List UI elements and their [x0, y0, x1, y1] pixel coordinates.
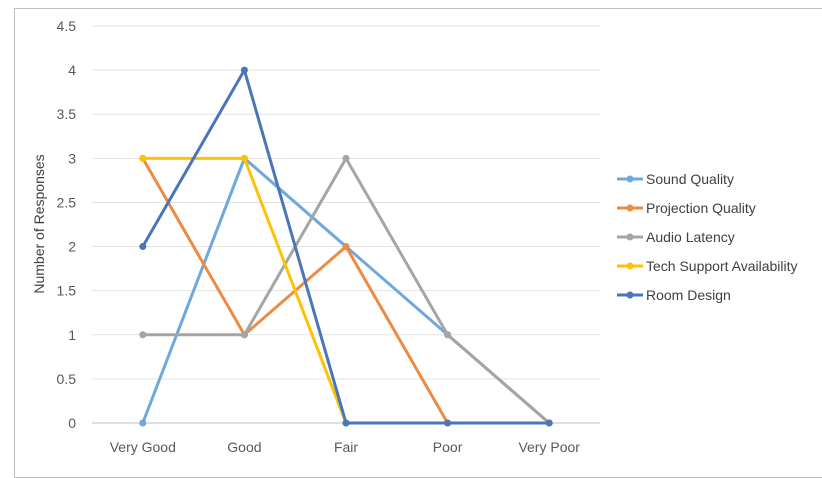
legend-label: Audio Latency [646, 229, 735, 245]
y-axis-ticks: 0 0.5 1 1.5 2 2.5 3 3.5 4 4.5 [57, 18, 77, 431]
data-point [240, 154, 248, 162]
data-point [444, 331, 452, 339]
legend-label: Projection Quality [646, 200, 756, 216]
data-point [139, 331, 147, 339]
legend-item: Projection Quality [617, 200, 756, 216]
legend-label: Tech Support Availability [646, 258, 798, 274]
data-point [342, 154, 350, 162]
x-tick-label: Poor [433, 439, 463, 455]
chart-frame [14, 8, 822, 478]
data-point [139, 419, 147, 427]
series-4 [139, 66, 553, 427]
x-tick-label: Very Poor [518, 439, 580, 455]
data-point [139, 154, 147, 162]
y-tick-label: 1 [68, 327, 76, 343]
legend-item: Audio Latency [617, 229, 735, 245]
legend-label: Room Design [646, 287, 731, 303]
y-tick-label: 3 [68, 150, 76, 166]
legend-label: Sound Quality [646, 171, 734, 187]
legend-marker [626, 204, 634, 212]
legend-marker [626, 175, 634, 183]
legend-marker [626, 262, 634, 270]
legend-marker [626, 291, 634, 299]
gridlines [92, 25, 600, 424]
data-point [240, 331, 248, 339]
x-tick-label: Fair [334, 439, 358, 455]
y-tick-label: 2.5 [57, 194, 77, 210]
data-point [342, 243, 350, 251]
data-point [545, 419, 553, 427]
x-tick-label: Very Good [110, 439, 176, 455]
y-axis-label: Number of Responses [31, 154, 47, 293]
legend-marker [626, 233, 634, 241]
y-tick-label: 0 [68, 415, 76, 431]
y-tick-label: 4.5 [57, 18, 77, 34]
series-lines [139, 66, 553, 427]
legend-item: Room Design [617, 287, 731, 303]
data-point [342, 419, 350, 427]
x-axis-ticks: Very Good Good Fair Poor Very Poor [110, 439, 581, 455]
data-point [139, 243, 147, 251]
x-tick-label: Good [227, 439, 261, 455]
y-tick-label: 3.5 [57, 106, 77, 122]
y-tick-label: 0.5 [57, 371, 77, 387]
data-point [240, 66, 248, 74]
legend: Sound Quality Projection Quality Audio Lat… [617, 171, 798, 303]
legend-item: Sound Quality [617, 171, 734, 187]
y-tick-label: 1.5 [57, 283, 77, 299]
y-tick-label: 4 [68, 62, 76, 78]
line-chart: 0 0.5 1 1.5 2 2.5 3 3.5 4 4.5 Very Good Good Fair Po… [31, 18, 798, 455]
data-point [444, 419, 452, 427]
legend-item: Tech Support Availability [617, 258, 798, 274]
y-tick-label: 2 [68, 239, 76, 255]
